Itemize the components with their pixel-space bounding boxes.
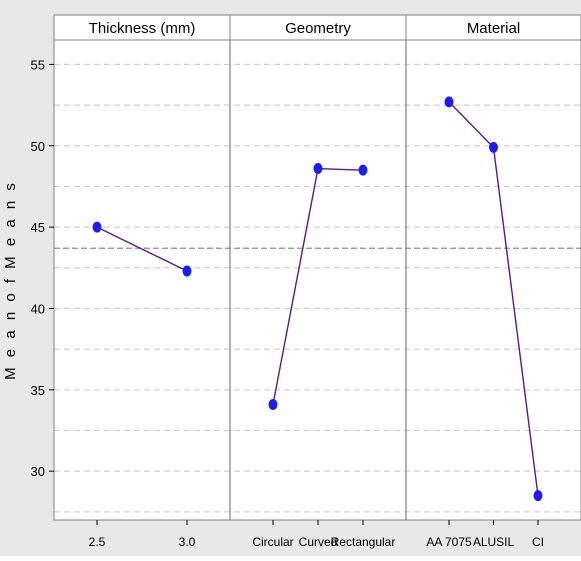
x-tick-label: ALUSIL bbox=[473, 535, 515, 549]
x-tick-label: Curved bbox=[299, 535, 338, 549]
x-tick-label: Circular bbox=[252, 535, 293, 549]
y-tick-label: 30 bbox=[31, 464, 45, 479]
y-tick-label: 55 bbox=[31, 57, 45, 72]
y-tick-label: 40 bbox=[31, 301, 45, 316]
y-axis-label: M e a n o f M e a n s bbox=[2, 180, 19, 380]
panel-header bbox=[229, 14, 407, 41]
series-line bbox=[96, 226, 188, 272]
data-point bbox=[358, 164, 368, 176]
y-tick-label: 45 bbox=[31, 220, 45, 235]
data-point bbox=[182, 265, 192, 277]
x-tick-label: AA 7075 bbox=[426, 535, 472, 549]
x-tick-label: Rectangular bbox=[331, 535, 396, 549]
data-point bbox=[268, 398, 278, 410]
data-point bbox=[313, 163, 323, 175]
panel-title: Material bbox=[467, 20, 520, 37]
data-point bbox=[533, 490, 543, 502]
x-tick-label: 3.0 bbox=[179, 535, 196, 549]
y-tick-label: 35 bbox=[31, 383, 45, 398]
data-point bbox=[444, 96, 454, 108]
data-point bbox=[489, 141, 498, 153]
panel-header bbox=[405, 14, 581, 41]
x-tick-label: CI bbox=[532, 535, 544, 549]
panel-header bbox=[53, 14, 231, 41]
y-tick-label: 50 bbox=[31, 139, 45, 154]
panel-title: Thickness (mm) bbox=[89, 20, 196, 37]
panel-title: Geometry bbox=[285, 20, 351, 37]
x-tick-label: 2.5 bbox=[89, 535, 106, 549]
data-point bbox=[92, 221, 102, 233]
plot-area bbox=[54, 40, 581, 520]
